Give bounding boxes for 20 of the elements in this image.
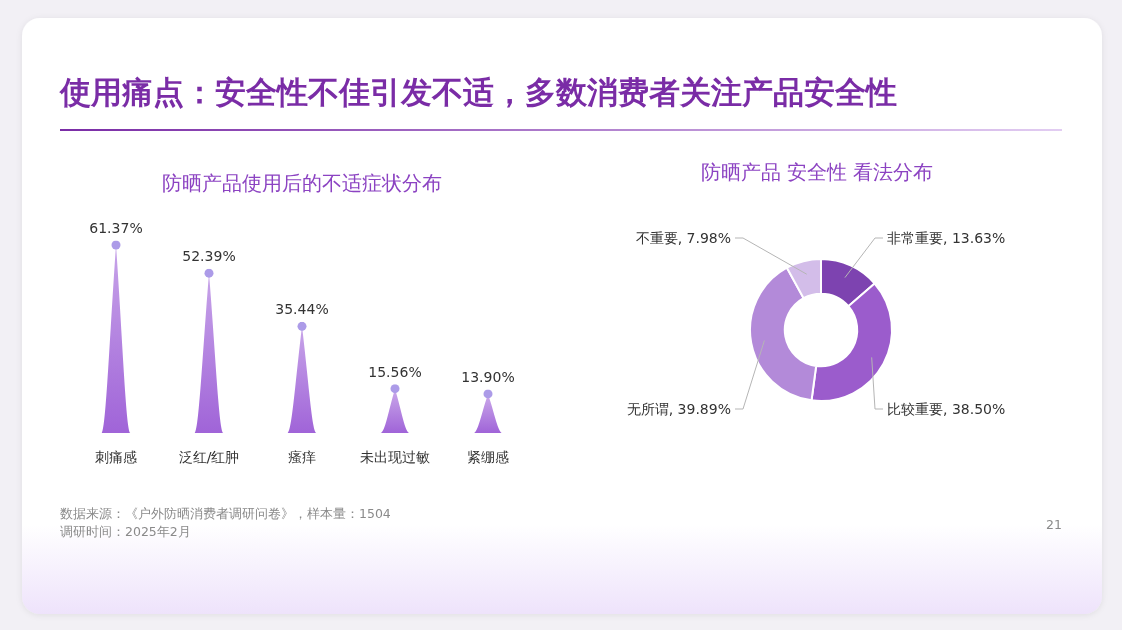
text: 21 — [1046, 517, 1062, 532]
slice-label: 无所谓, 39.89% — [626, 401, 731, 417]
x-tick-label: 紧绷感 — [467, 449, 509, 465]
x-tick-label: 刺痛感 — [95, 449, 137, 465]
x-tick-label: 未出现过敏 — [360, 449, 430, 465]
slice-label: 非常重要, 13.63% — [887, 230, 1006, 246]
x-tick-label: 泛红/红肿 — [178, 449, 240, 465]
slice-label: 比较重要, 38.50% — [887, 401, 1006, 417]
data-label: 15.56% — [368, 363, 422, 380]
text: 调研时间：2025年2月 — [60, 524, 191, 539]
chart-subtitle: 防晒产品使用后的不适症状分布 — [161, 171, 442, 195]
chart-title: 防晒产品 安全性 看法分布 — [700, 160, 934, 184]
source-note: 数据来源：《户外防晒消费者调研问卷》，样本量：1504 — [60, 506, 391, 521]
data-label: 13.90% — [461, 368, 515, 385]
chart-title: 使用痛点：安全性不佳引发不适，多数消费者关注产品安全性 — [59, 74, 897, 110]
data-label: 61.37% — [89, 220, 143, 236]
x-tick-label: 瘙痒 — [288, 449, 316, 465]
slice-label: 不重要, 7.98% — [635, 230, 731, 246]
data-label: 52.39% — [182, 248, 236, 265]
data-label: 35.44% — [275, 301, 329, 318]
